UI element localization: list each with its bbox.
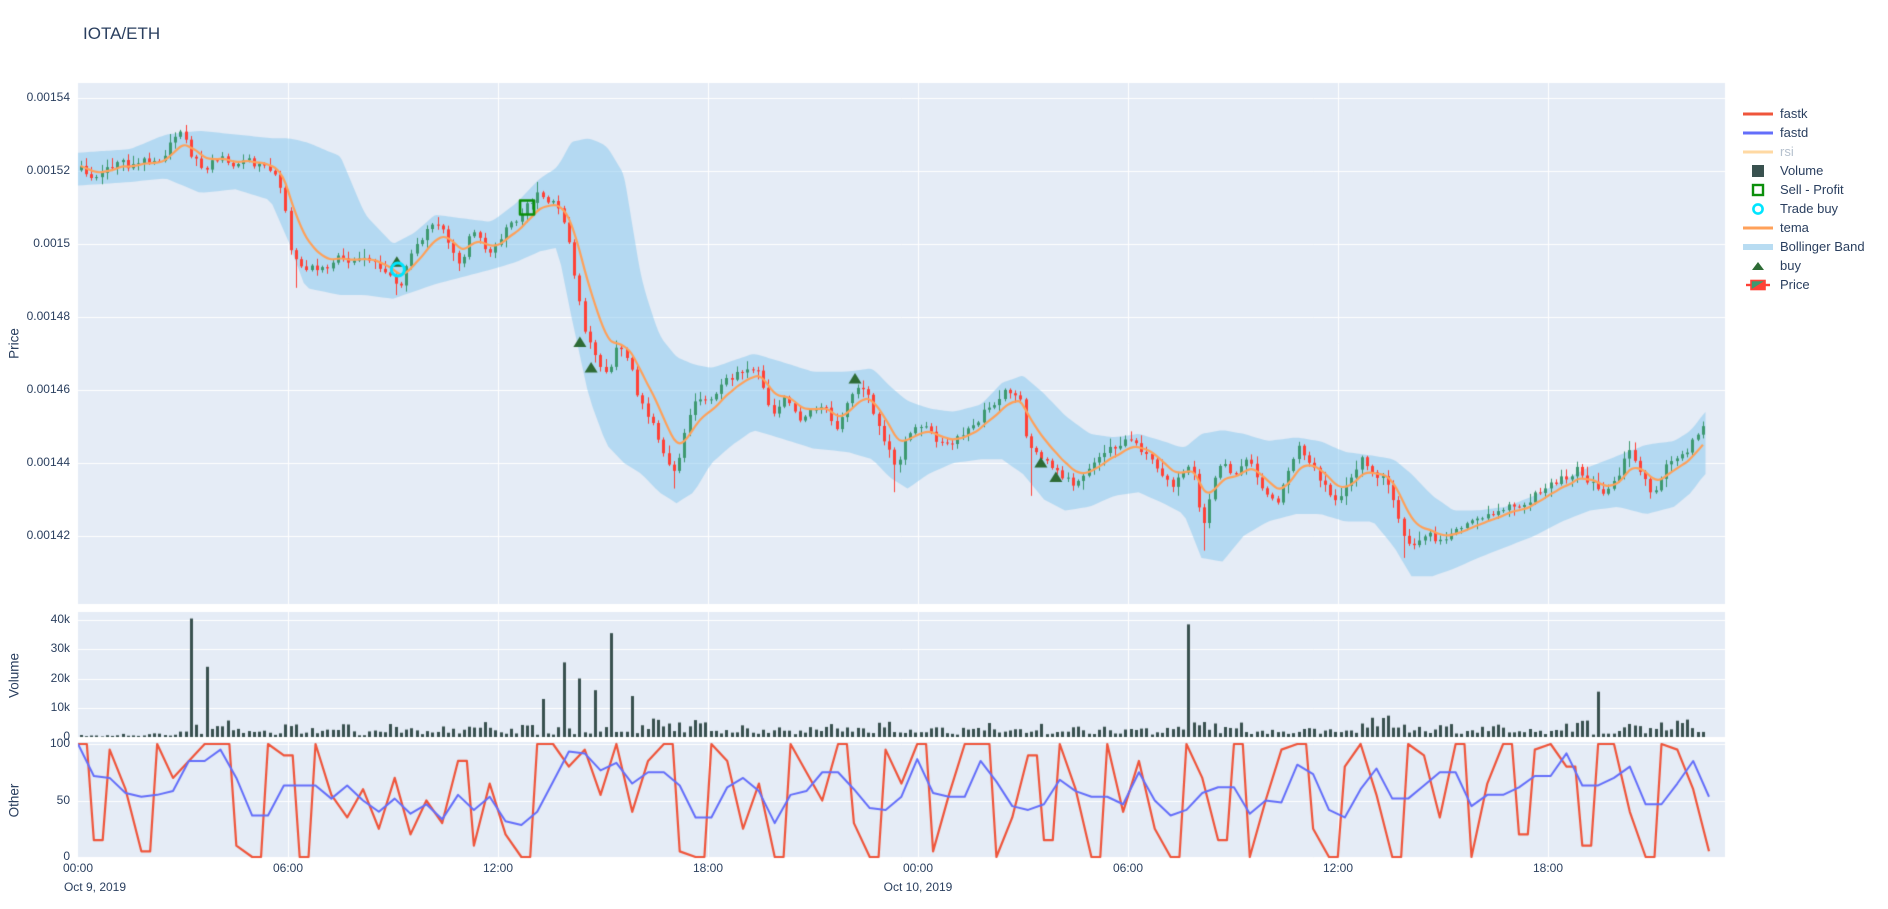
x-axis-tick: 12:00 (482, 861, 514, 875)
price-axis-tick: 0.00142 (26, 528, 70, 542)
x-axis-tick: 18:00 (692, 861, 724, 875)
square-open-swatch-icon (1741, 182, 1775, 198)
band-swatch-icon (1741, 239, 1775, 255)
legend-item-label: Bollinger Band (1780, 239, 1865, 254)
x-axis-date-label: Oct 10, 2019 (883, 880, 953, 894)
candle-swatch-icon (1741, 277, 1775, 293)
volume-axis-tick: 20k (50, 670, 70, 685)
legend-item-tema[interactable]: tema (1741, 218, 1865, 237)
line-swatch-icon (1741, 125, 1775, 141)
line-swatch-icon (1741, 144, 1775, 160)
legend-item-label: Price (1780, 277, 1810, 292)
legend: fastk fastd rsi Volume Sell - Profit Trade bu… (1741, 104, 1865, 294)
legend-item-fastd[interactable]: fastd (1741, 123, 1865, 142)
x-axis-tick: 06:00 (1112, 861, 1144, 875)
x-axis-date-label: Oct 9, 2019 (63, 880, 127, 894)
legend-item-volume[interactable]: Volume (1741, 161, 1865, 180)
legend-item-trade-buy[interactable]: Trade buy (1741, 199, 1865, 218)
legend-item-fastk[interactable]: fastk (1741, 104, 1865, 123)
price-axis-tick: 0.00148 (26, 309, 70, 323)
line-swatch-icon (1741, 220, 1775, 236)
line-swatch-icon (1741, 106, 1775, 122)
price-axis-tick: 0.00146 (26, 382, 70, 396)
legend-item-label: fastd (1780, 125, 1809, 140)
legend-item-label: rsi (1780, 144, 1794, 159)
x-axis-tick: 12:00 (1322, 861, 1354, 875)
price-axis-tick: 0.00144 (26, 455, 70, 469)
price-axis-title: Price (6, 328, 22, 359)
legend-item-price[interactable]: Price (1741, 275, 1865, 294)
price-axis-tick: 0.0015 (33, 236, 70, 250)
volume-axis-tick: 40k (50, 612, 70, 626)
chart-title: IOTA/ETH (83, 24, 161, 43)
other-axis-tick: 100 (49, 736, 70, 750)
circle-open-swatch-icon (1741, 201, 1775, 217)
other-axis-tick: 50 (56, 792, 70, 807)
legend-item-buy[interactable]: buy (1741, 256, 1865, 275)
legend-item-label: tema (1780, 220, 1809, 235)
square-fill-swatch-icon (1741, 163, 1775, 179)
x-axis-tick: 06:00 (272, 861, 304, 875)
volume-axis-tick: 0 (63, 729, 70, 743)
legend-item-bollinger-band[interactable]: Bollinger Band (1741, 237, 1865, 256)
price-axis-tick: 0.00152 (26, 163, 70, 177)
legend-item-label: Volume (1780, 163, 1824, 178)
volume-axis-tick: 30k (50, 641, 70, 656)
x-axis-tick: 00:00 (62, 861, 94, 875)
price-axis-tick: 0.00154 (26, 90, 70, 104)
x-axis-tick: 18:00 (1532, 861, 1564, 875)
legend-item-label: Sell - Profit (1780, 182, 1844, 197)
legend-item-label: Trade buy (1780, 201, 1839, 216)
volume-axis-tick: 10k (50, 699, 70, 714)
x-axis-tick: 00:00 (902, 861, 934, 875)
legend-item-label: fastk (1780, 106, 1808, 121)
legend-item-label: buy (1780, 258, 1801, 273)
legend-item-sell-profit[interactable]: Sell - Profit (1741, 180, 1865, 199)
triangle-fill-swatch-icon (1741, 258, 1775, 274)
legend-item-rsi[interactable]: rsi (1741, 142, 1865, 161)
other-axis-tick: 0 (63, 849, 70, 863)
